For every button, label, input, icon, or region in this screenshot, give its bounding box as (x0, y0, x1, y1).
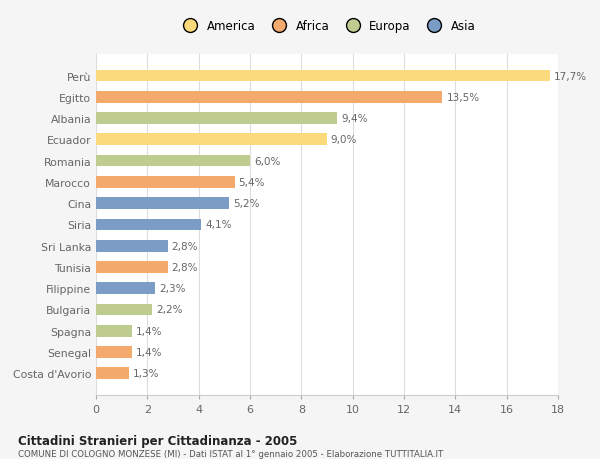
Text: 1,3%: 1,3% (133, 369, 160, 379)
Bar (96, 92, 442, 103)
Text: 2,2%: 2,2% (157, 305, 183, 315)
Bar (96, 134, 327, 146)
Text: 1,4%: 1,4% (136, 347, 162, 357)
Text: 5,4%: 5,4% (238, 178, 265, 187)
Bar (96, 198, 229, 209)
Text: 9,0%: 9,0% (331, 135, 357, 145)
Bar (96, 347, 132, 358)
Text: 2,8%: 2,8% (172, 263, 198, 272)
Bar (96, 71, 550, 82)
Text: 1,4%: 1,4% (136, 326, 162, 336)
Text: 13,5%: 13,5% (446, 93, 479, 102)
Text: 2,3%: 2,3% (159, 284, 185, 294)
Bar (96, 219, 201, 231)
Text: 17,7%: 17,7% (554, 71, 587, 81)
Text: 6,0%: 6,0% (254, 156, 280, 166)
Bar (96, 368, 130, 379)
Bar (96, 325, 132, 337)
Text: COMUNE DI COLOGNO MONZESE (MI) - Dati ISTAT al 1° gennaio 2005 - Elaborazione TU: COMUNE DI COLOGNO MONZESE (MI) - Dati IS… (18, 449, 443, 458)
Text: Cittadini Stranieri per Cittadinanza - 2005: Cittadini Stranieri per Cittadinanza - 2… (18, 434, 298, 447)
Bar (96, 113, 337, 125)
Bar (96, 304, 152, 316)
Bar (96, 156, 250, 167)
Text: 5,2%: 5,2% (233, 199, 260, 209)
Text: 4,1%: 4,1% (205, 220, 232, 230)
Text: 2,8%: 2,8% (172, 241, 198, 251)
Text: 9,4%: 9,4% (341, 114, 368, 124)
Bar (96, 262, 168, 273)
Bar (96, 241, 168, 252)
Legend: America, Africa, Europa, Asia: America, Africa, Europa, Asia (178, 20, 476, 33)
Bar (96, 177, 235, 188)
Bar (96, 283, 155, 294)
